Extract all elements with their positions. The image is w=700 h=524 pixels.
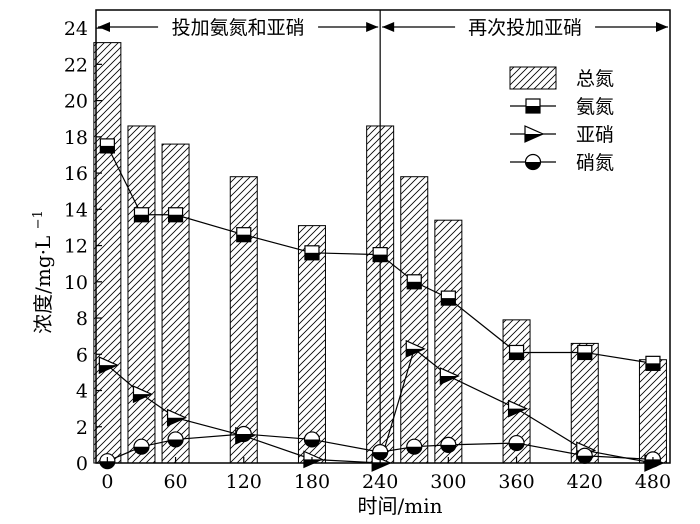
legend-label: 氨氮	[576, 96, 614, 118]
bar	[400, 176, 429, 464]
phase-arrowhead	[656, 22, 668, 32]
y-axis-label-exponent: −1	[31, 210, 46, 229]
y-tick-label: 18	[64, 127, 88, 149]
point-marker-fill	[440, 444, 456, 453]
legend-label: 总氮	[576, 68, 614, 90]
point-marker-fill	[525, 134, 543, 142]
bar	[229, 176, 258, 464]
point-marker-fill	[168, 439, 184, 447]
y-tick-label: 24	[64, 18, 88, 40]
phase-arrowhead	[382, 22, 395, 32]
point-marker-fill	[525, 162, 541, 170]
y-tick-label: 2	[76, 417, 88, 439]
y-tick-label: 10	[64, 272, 88, 294]
phase-arrowhead	[366, 22, 379, 32]
point-marker-fill	[167, 417, 186, 426]
x-tick-label: 240	[362, 471, 398, 493]
x-tick-label: 420	[567, 471, 603, 493]
point-marker-fill	[406, 446, 422, 455]
point-marker-fill	[134, 214, 149, 222]
y-tick-label: 16	[64, 163, 88, 185]
y-axis-label: 浓度/mg·L	[31, 236, 55, 334]
y-tick-label: 12	[64, 236, 88, 258]
phase-arrowhead	[98, 22, 110, 32]
point-marker-fill	[509, 352, 524, 360]
x-tick-label: 0	[101, 471, 113, 493]
legend-label: 亚硝	[576, 124, 614, 146]
point-marker-fill	[508, 408, 527, 417]
x-tick-label: 480	[635, 471, 671, 493]
y-axis-label-group: 浓度/mg·L −1	[31, 210, 55, 334]
bar	[570, 342, 599, 464]
point-marker-fill	[236, 434, 252, 442]
point-marker-fill	[407, 281, 422, 289]
point-marker-fill	[99, 365, 118, 374]
bar	[93, 42, 122, 464]
point-marker-fill	[168, 214, 183, 222]
y-tick-label: 6	[76, 344, 88, 366]
phase-label: 再次投加亚硝	[468, 17, 582, 39]
point-marker-fill	[509, 443, 525, 451]
legend-swatch	[509, 66, 557, 90]
x-tick-label: 360	[498, 471, 534, 493]
point-marker-fill	[526, 106, 540, 113]
point-marker-fill	[133, 394, 152, 403]
point-marker-fill	[372, 452, 388, 460]
point-marker-fill	[133, 446, 149, 455]
bar	[297, 225, 326, 464]
x-tick-label: 300	[430, 471, 466, 493]
y-tick-label: 22	[64, 54, 88, 76]
bar	[127, 125, 156, 464]
point-marker-fill	[645, 363, 660, 371]
point-marker-fill	[100, 145, 115, 153]
x-axis-label: 时间/min	[358, 494, 443, 518]
point-marker-fill	[441, 298, 456, 306]
y-tick-label: 8	[76, 308, 88, 330]
phase-annotations: 投加氨氮和亚硝 再次投加亚硝	[98, 10, 668, 463]
y-tick-label: 20	[64, 91, 88, 113]
y-tick-label: 4	[76, 381, 88, 403]
y-tick-label: 0	[76, 453, 88, 475]
point-marker-fill	[440, 376, 459, 385]
y-tick-label: 14	[64, 199, 88, 221]
bar	[638, 359, 667, 464]
x-tick-label: 60	[163, 471, 187, 493]
bar	[161, 143, 190, 464]
point-marker-fill	[372, 463, 391, 471]
point-marker-fill	[406, 348, 425, 357]
x-tick-label: 120	[226, 471, 262, 493]
legend-label: 硝氮	[576, 152, 614, 174]
plot-frame	[95, 9, 671, 464]
bar	[434, 219, 463, 464]
point-marker-fill	[373, 254, 388, 262]
svg-text:浓度/mg·L −1: 浓度/mg·L −1	[31, 210, 55, 334]
point-marker-fill	[304, 439, 320, 447]
x-tick-label: 180	[294, 471, 330, 493]
phase-label: 投加氨氮和亚硝	[172, 17, 305, 39]
point-marker-fill	[236, 234, 251, 242]
point-marker-fill	[304, 252, 319, 260]
series-lines	[98, 138, 665, 472]
point-marker-fill	[577, 352, 592, 360]
